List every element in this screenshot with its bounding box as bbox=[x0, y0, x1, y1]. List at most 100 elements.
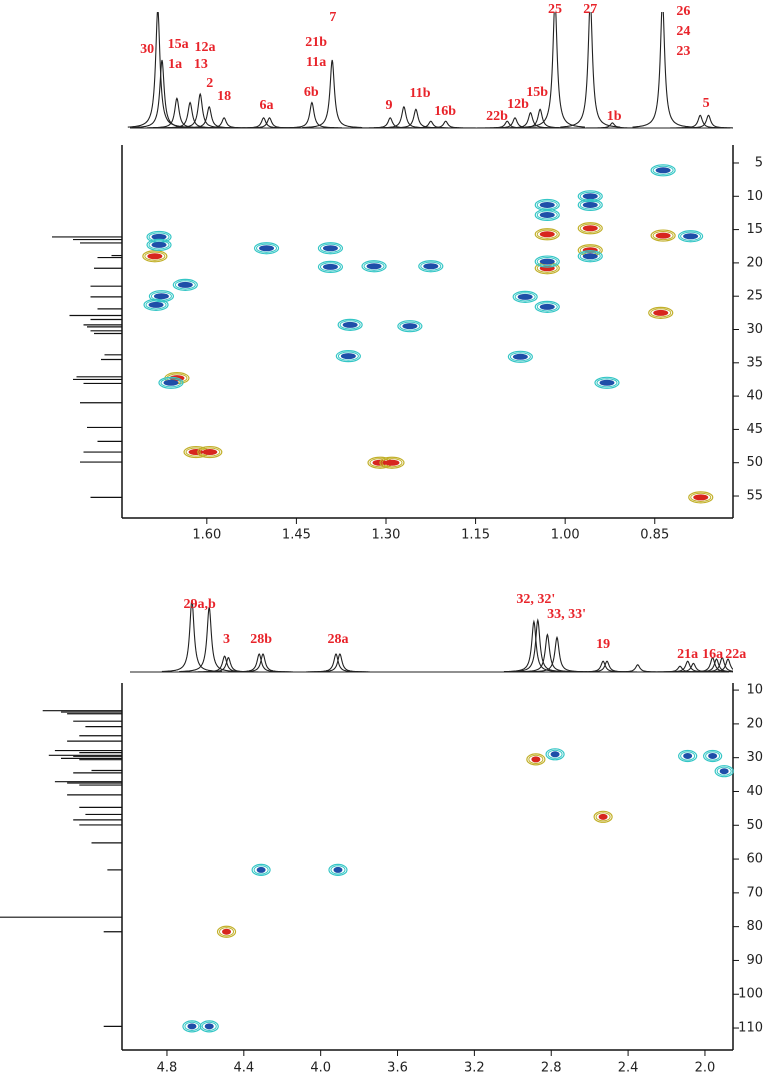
proton-peak bbox=[229, 653, 290, 673]
peak-label: 1b bbox=[607, 109, 622, 124]
x-tick-label: 4.8 bbox=[157, 1061, 178, 1076]
contour bbox=[259, 245, 275, 252]
contour bbox=[680, 231, 702, 241]
contour bbox=[322, 245, 338, 252]
cross-peak bbox=[328, 863, 348, 876]
contour bbox=[536, 302, 558, 312]
cross-peak bbox=[534, 255, 560, 268]
y-tick-label: 100 bbox=[738, 987, 763, 1002]
contour bbox=[256, 243, 278, 253]
proton-trace bbox=[127, 12, 733, 129]
contour bbox=[423, 263, 439, 270]
peak-label: 2 bbox=[206, 76, 213, 91]
peak-label: 16b bbox=[434, 104, 456, 119]
contour bbox=[526, 753, 546, 766]
contour bbox=[577, 250, 603, 263]
proton-peak bbox=[415, 120, 476, 129]
cross-peak bbox=[183, 445, 209, 459]
contour bbox=[539, 231, 555, 238]
proton-peak bbox=[306, 653, 366, 673]
y-tick-label: 110 bbox=[738, 1021, 763, 1036]
contour bbox=[528, 754, 544, 764]
peak-label: 21b bbox=[305, 35, 327, 50]
cross-peak bbox=[361, 260, 387, 273]
contour bbox=[148, 301, 164, 308]
contour bbox=[177, 281, 193, 288]
contour bbox=[342, 321, 358, 328]
contour bbox=[594, 376, 620, 389]
cross-peak bbox=[577, 190, 603, 203]
contour bbox=[693, 494, 709, 501]
peak-label: 1a bbox=[168, 57, 182, 72]
contour bbox=[579, 251, 601, 261]
cross-peak bbox=[142, 250, 168, 263]
y-tick-label: 15 bbox=[746, 222, 763, 237]
peak-label: 15b bbox=[526, 85, 548, 100]
cross-peak bbox=[577, 198, 603, 212]
cross-peak bbox=[216, 925, 237, 938]
cross-peak bbox=[534, 208, 560, 222]
proton-peak bbox=[678, 114, 733, 129]
peak-label: 16a bbox=[702, 647, 723, 662]
peak-label: 13 bbox=[194, 57, 208, 72]
contour bbox=[653, 309, 669, 316]
contour bbox=[222, 928, 232, 935]
y-tick-label: 50 bbox=[746, 818, 763, 833]
peak-label: 9 bbox=[385, 98, 392, 113]
contour bbox=[536, 210, 558, 220]
contour bbox=[648, 306, 674, 319]
y-tick-label: 35 bbox=[746, 355, 763, 370]
contour bbox=[201, 1021, 217, 1031]
contour bbox=[333, 866, 343, 873]
contour bbox=[319, 262, 341, 272]
contour bbox=[340, 353, 356, 360]
contour bbox=[512, 353, 528, 360]
cross-peak bbox=[335, 350, 361, 363]
contour bbox=[151, 241, 167, 248]
contour bbox=[163, 379, 179, 386]
contour bbox=[253, 242, 280, 255]
contour bbox=[577, 198, 603, 212]
cross-peak bbox=[379, 456, 405, 469]
contour bbox=[337, 351, 359, 361]
contour bbox=[330, 865, 346, 875]
contour bbox=[536, 256, 558, 267]
peak-label: 15a bbox=[168, 37, 189, 52]
proton-peak bbox=[573, 660, 634, 673]
contour bbox=[184, 1021, 200, 1031]
cross-peak bbox=[534, 228, 560, 241]
proton-peak bbox=[525, 12, 585, 128]
x-tick-label: 1.30 bbox=[372, 528, 401, 543]
cross-peak bbox=[526, 753, 546, 766]
proton-peak bbox=[281, 101, 342, 129]
contour bbox=[153, 293, 169, 300]
contour bbox=[534, 255, 560, 268]
contour bbox=[187, 1023, 197, 1030]
x-tick-label: 1.45 bbox=[282, 528, 311, 543]
cross-peak bbox=[199, 1020, 219, 1033]
cross-peak bbox=[534, 198, 560, 212]
cross-peak bbox=[507, 350, 533, 363]
x-tick-label: 4.4 bbox=[233, 1061, 254, 1076]
contour bbox=[148, 240, 170, 250]
contour bbox=[677, 230, 704, 243]
contour bbox=[596, 378, 618, 388]
contour bbox=[536, 229, 558, 239]
cross-peak bbox=[337, 318, 363, 331]
contour bbox=[719, 768, 729, 775]
peak-label: 25 bbox=[548, 2, 562, 17]
proton-peak bbox=[179, 607, 240, 673]
proton-peak bbox=[582, 122, 643, 129]
contour bbox=[174, 280, 196, 290]
contour bbox=[688, 491, 714, 504]
y-tick-label: 10 bbox=[746, 189, 763, 204]
contour bbox=[690, 492, 712, 502]
contour bbox=[655, 167, 671, 174]
contour bbox=[714, 765, 734, 778]
contour bbox=[146, 238, 172, 252]
peak-label: 3 bbox=[223, 632, 230, 647]
contour bbox=[381, 458, 403, 468]
y-tick-label: 30 bbox=[746, 322, 763, 337]
peak-label: 12b bbox=[507, 97, 529, 112]
